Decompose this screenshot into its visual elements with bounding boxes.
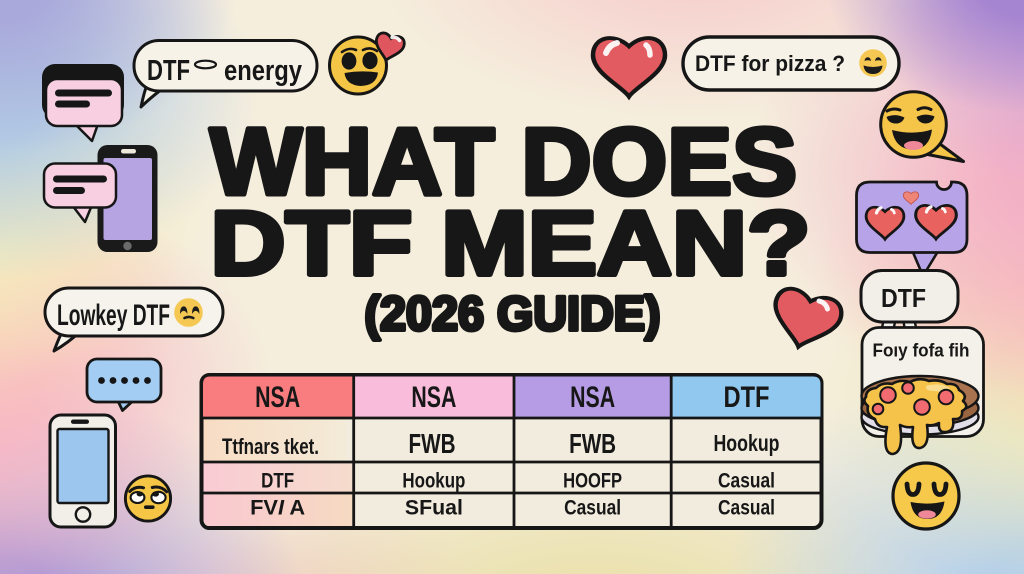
svg-text:DTF MEAN?: DTF MEAN?: [211, 194, 811, 295]
svg-text:Ttfnars tket.: Ttfnars tket.: [222, 434, 319, 459]
svg-text:DTF: DTF: [881, 283, 926, 313]
svg-text:DTF: DTF: [147, 55, 190, 87]
svg-text:(2026 GUIDE): (2026 GUIDE): [365, 288, 661, 341]
svg-text:FWB: FWB: [569, 428, 616, 459]
svg-text:DTF for pizza ?: DTF for pizza ?: [695, 51, 845, 76]
svg-text:NSA: NSA: [255, 381, 300, 414]
svg-text:SFual: SFual: [405, 497, 463, 520]
svg-text:DTF: DTF: [724, 381, 770, 414]
svg-text:FWB: FWB: [409, 428, 456, 459]
svg-text:DTF: DTF: [261, 470, 294, 493]
svg-text:Hookup: Hookup: [402, 470, 465, 493]
svg-text:Lowkey DTF: Lowkey DTF: [57, 299, 170, 332]
svg-text:Casual: Casual: [564, 497, 621, 520]
svg-text:Casual: Casual: [718, 497, 775, 520]
svg-text:Hookup: Hookup: [714, 430, 780, 456]
svg-text:FVI A: FVI A: [250, 497, 305, 520]
svg-text:NSA: NSA: [570, 381, 615, 414]
svg-text:NSA: NSA: [411, 381, 456, 414]
svg-text:energy: energy: [224, 55, 302, 87]
svg-text:Foıy fofa fih: Foıy fofa fih: [873, 341, 970, 361]
svg-text:WHAT DOES: WHAT DOES: [210, 109, 797, 215]
svg-text:HOOFP: HOOFP: [563, 470, 622, 493]
svg-text:Casual: Casual: [718, 470, 775, 493]
